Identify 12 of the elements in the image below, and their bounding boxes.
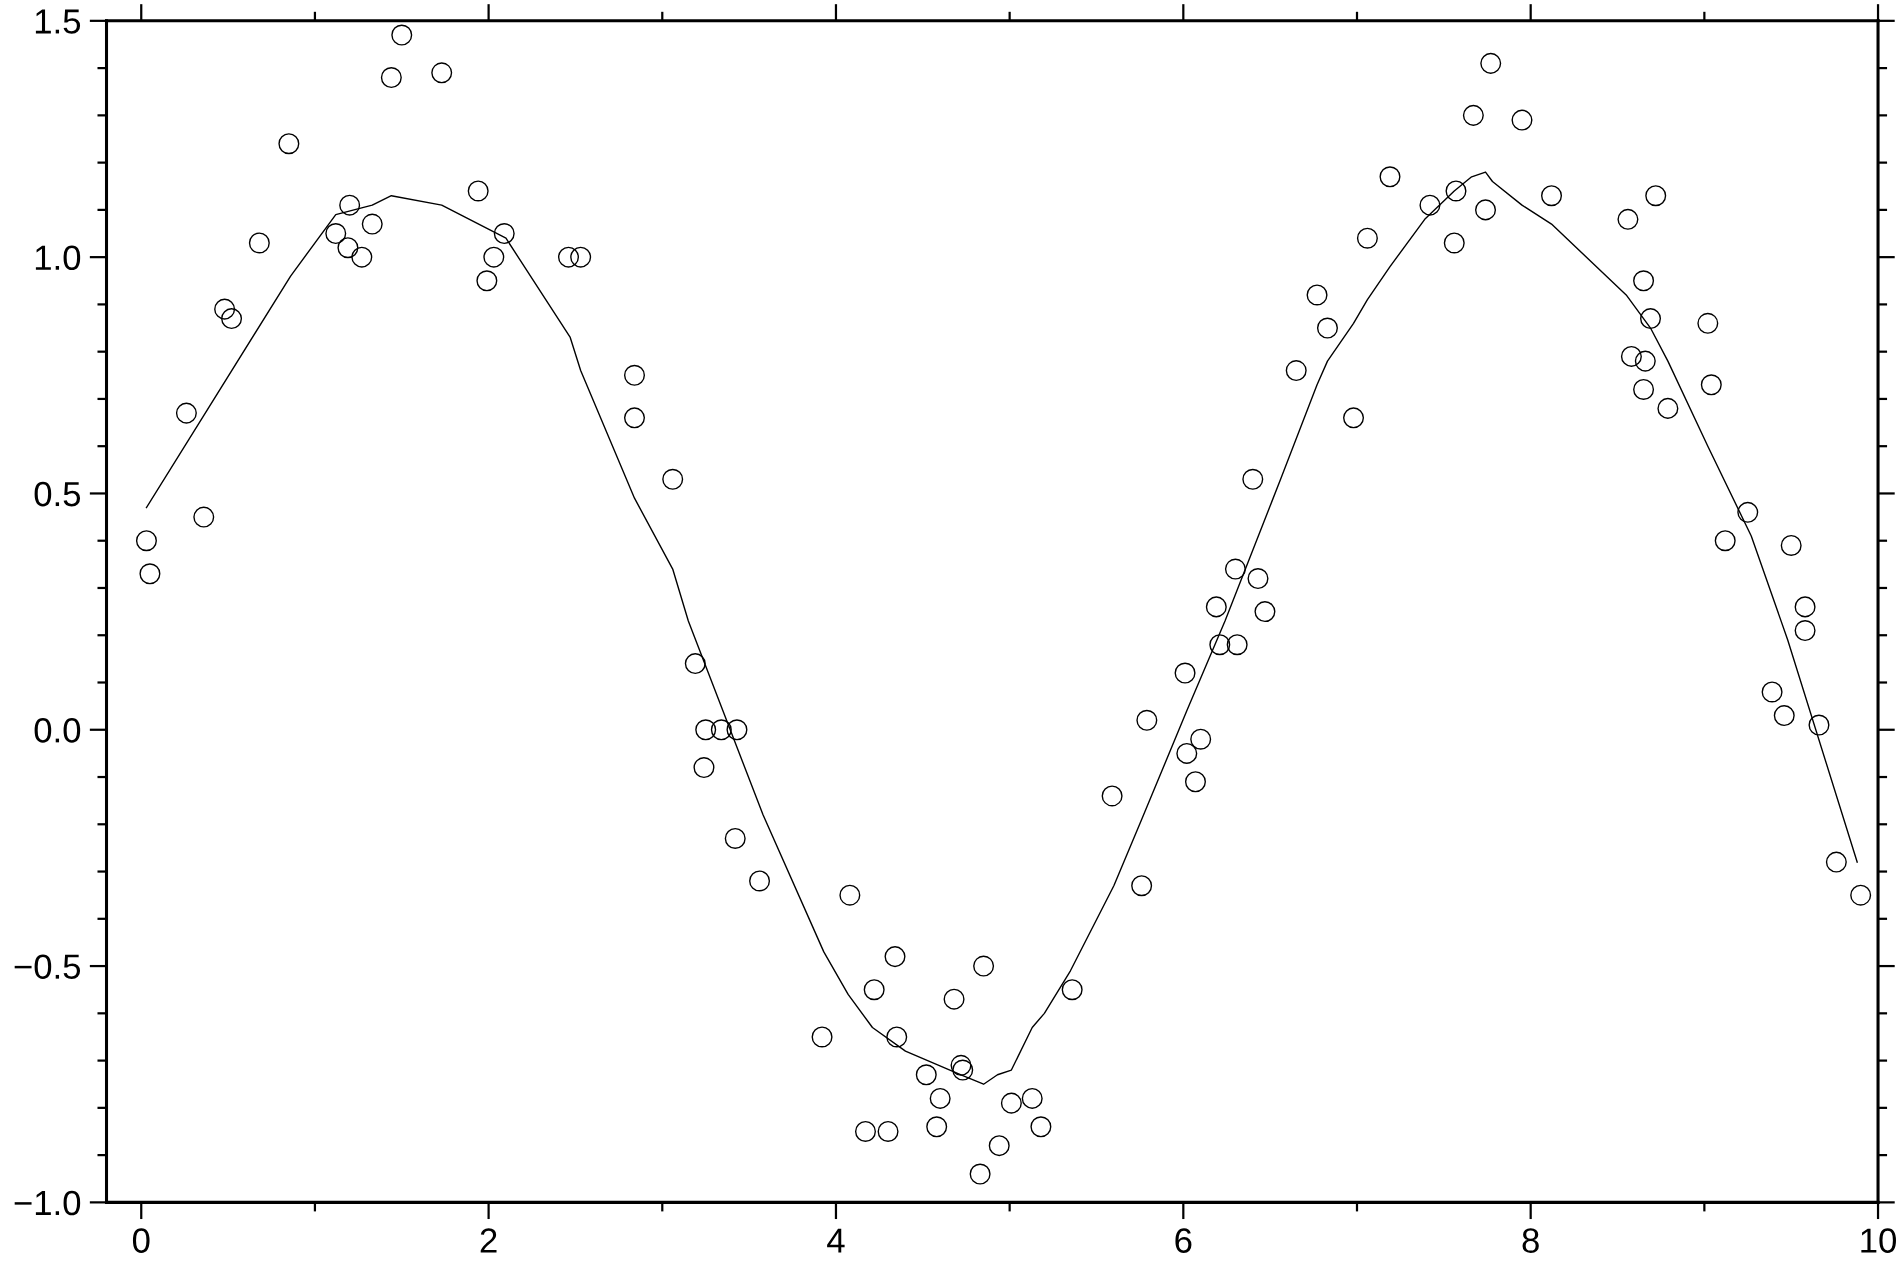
x-tick-label: 0 bbox=[132, 1228, 150, 1253]
x-tick-label: 2 bbox=[480, 1228, 497, 1253]
y-tick-label: −0.5 bbox=[14, 954, 81, 979]
y-tick-label: 0.0 bbox=[34, 718, 81, 743]
x-tick-label: 4 bbox=[827, 1228, 845, 1253]
y-tick-label: 1.5 bbox=[35, 9, 81, 34]
x-tick-label: 10 bbox=[1861, 1228, 1896, 1253]
y-tick-label: 1.0 bbox=[35, 245, 81, 271]
x-tick-label: 6 bbox=[1175, 1228, 1192, 1253]
x-tick-label: 8 bbox=[1522, 1228, 1539, 1253]
y-tick-label: −1.0 bbox=[14, 1190, 81, 1216]
y-tick-label: 0.5 bbox=[34, 481, 81, 507]
